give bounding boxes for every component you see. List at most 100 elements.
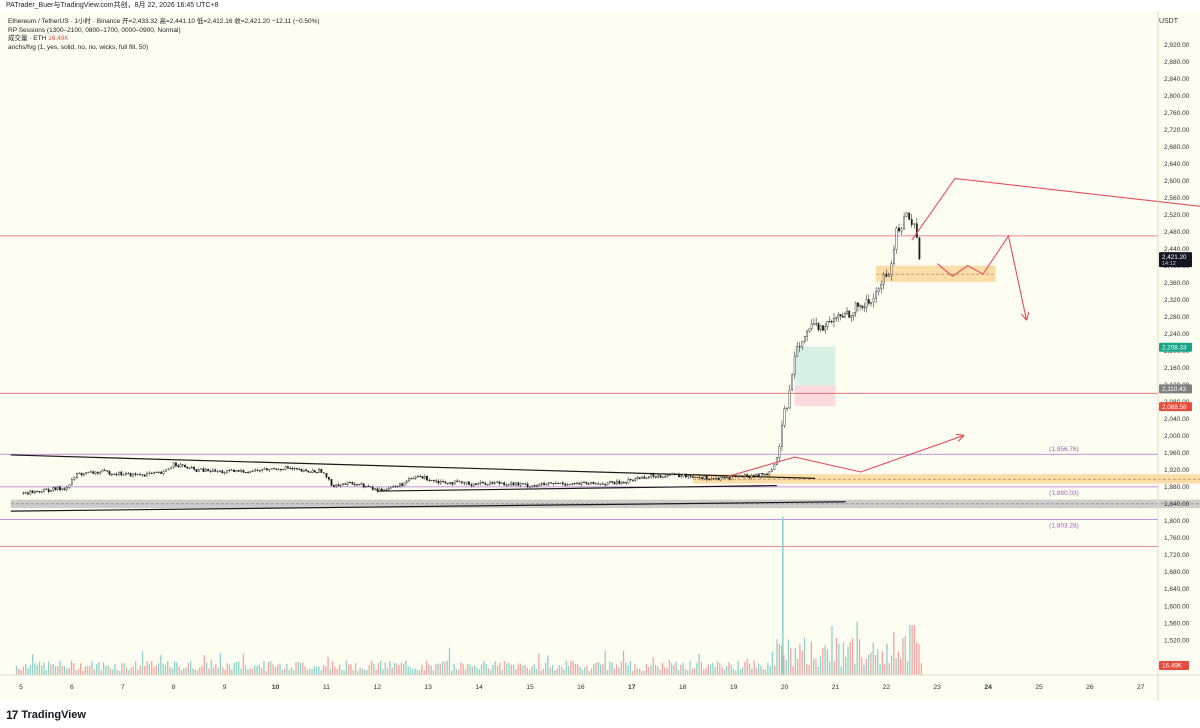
candle-body [620,482,623,484]
candle-body [24,492,27,494]
volume-bar [874,655,877,675]
candle-body [732,475,735,477]
candle-body [616,480,618,485]
volume-bar [865,658,867,675]
volume-bar [233,662,235,675]
candle-body [374,488,376,490]
candle-body [606,482,609,485]
candle-body [536,485,538,487]
candle-body [275,468,278,471]
candle-body [38,491,41,493]
candle-body [193,467,195,470]
candle-body [512,482,515,486]
volume-bar [501,669,503,675]
volume-bar [549,667,551,675]
y-tick-label: 1,680.00 [1164,569,1190,576]
candle-body [850,315,853,318]
candle-body [815,323,818,325]
candle-body [529,486,531,488]
candle-body [160,471,163,474]
candle-body [296,468,298,470]
volume-bar [185,667,187,675]
y-tick-label: 2,560.00 [1164,195,1190,202]
y-tick-label: 2,160.00 [1164,365,1190,372]
candle-body [833,318,835,323]
volume-bar [764,669,767,675]
candle-body [280,469,282,471]
volume-bar [441,661,444,675]
candle-body [694,476,697,478]
candle-body [576,482,578,484]
y-tick-label: 1,880.00 [1164,484,1190,491]
candle-body [353,483,356,486]
candle-body [136,474,139,476]
x-tick-label: 16 [577,684,585,691]
candle-body [746,474,749,478]
candle-body [915,223,918,238]
candle-body [717,478,720,481]
candle-body [426,476,428,481]
volume-bar [583,667,586,675]
tradingview-logo[interactable]: 17 TradingView [6,708,86,722]
candle-body [170,466,173,469]
candle-body [828,321,831,323]
volume-bar [139,665,141,675]
volume-bar [487,668,490,675]
candle-body [885,273,888,277]
candle-body [569,484,571,486]
y-tick-label: 2,240.00 [1164,331,1190,338]
candle-body [708,479,710,481]
candle-body [150,472,153,474]
legend-volume: 成交量 · ETH 16.49K [8,35,320,44]
candle-body [547,482,550,485]
volume-bar [638,668,641,675]
candle-body [287,466,289,469]
candle-body [339,484,342,487]
candle-body [863,306,866,308]
volume-bar [171,668,173,675]
y-tick-label: 2,640.00 [1164,161,1190,168]
candle-body [750,475,753,478]
candle-body [638,477,641,479]
volume-bar [437,663,439,675]
x-tick-label: 13 [424,684,432,691]
volume-bar [132,666,135,675]
y-tick-label: 1,840.00 [1164,501,1190,508]
price-chart[interactable]: (1,956.76)(1,880.03)(1,803.28) 2,920.002… [0,11,1200,701]
x-tick-label: 18 [679,684,687,691]
volume-bar [167,660,169,675]
candle-body [910,219,913,225]
volume-bar [808,665,810,675]
volume-bar [254,665,256,675]
volume-bar [634,664,636,675]
candle-body [806,330,809,337]
volume-bar [602,663,604,675]
volume-bar [430,665,432,675]
volume-bar [815,658,817,675]
candle-body [432,479,435,481]
candle-body [167,468,170,470]
candle-body [813,323,815,325]
volume-bar [251,668,254,675]
volume-bar [128,670,130,675]
volume-bar [176,662,178,675]
volume-bar [593,663,595,675]
candle-body [666,474,669,477]
x-tick-label: 25 [1035,684,1043,691]
candle-body [223,472,226,474]
tradingview-logo-icon: 17 [6,708,18,722]
candle-body [120,471,123,476]
level-label-3: (1,880.03) [1049,490,1079,497]
attribution-bar: PATrader_Buer与TradingView.com共创，8月 22, 2… [0,0,1200,11]
volume-bar [173,661,176,675]
volume-bar [270,661,272,675]
volume-bar [762,669,764,675]
volume-bar [913,624,916,675]
candle-body [463,482,466,484]
candle-body [687,475,690,478]
volume-bar [890,655,893,675]
chart-area[interactable]: (1,956.76) (1,880.03) (1,803.28) 2,920.00 2… [0,11,1200,701]
candle-body [755,474,758,477]
volume-bar [881,651,884,675]
volume-bar [203,655,206,675]
